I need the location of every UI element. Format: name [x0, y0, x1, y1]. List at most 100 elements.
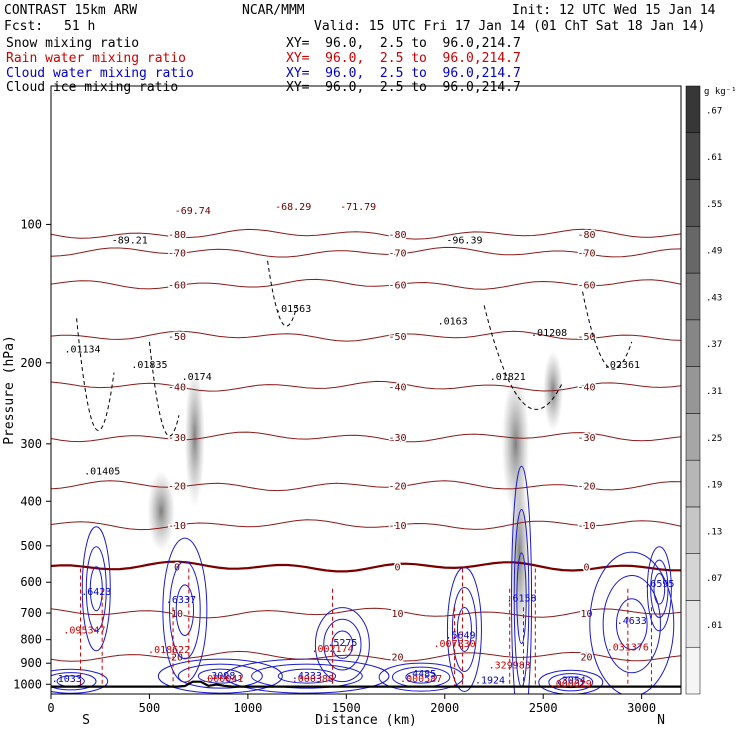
cloud-water-contour — [378, 662, 464, 692]
y-tick-label: 500 — [20, 539, 42, 553]
extremum-label: .3054 — [556, 675, 586, 686]
cloud-water-contours — [51, 465, 675, 694]
isotherm-label: -80 — [388, 230, 406, 241]
isotherm-label: -30 — [388, 433, 406, 444]
extremum-label: .6158 — [506, 593, 536, 604]
isotherm-label: -70 — [388, 248, 406, 259]
colorbar-bin — [685, 179, 701, 227]
isotherm-label: -30 — [577, 433, 595, 444]
colorbar: .01 .07 .13 .19 .25 .31 .37 .43 .49 .55 .61 .67 — [685, 85, 722, 695]
y-tick-label: 700 — [20, 606, 42, 620]
colorbar-unit: g kg⁻¹ — [704, 87, 737, 97]
cloud-water-contour — [516, 552, 527, 645]
cloud-ice-contour — [582, 291, 633, 370]
colorbar-label: .13 — [706, 527, 722, 537]
colorbar-bin — [685, 366, 701, 414]
y-axis: 100 200 300 400 500 600 700 800 900 1000 — [13, 217, 51, 691]
cloud-water-contour — [169, 560, 201, 660]
extremum-label: -69.74 — [175, 206, 211, 217]
extremum-label: .000029 — [550, 679, 592, 690]
extremum-label: .0163 — [438, 316, 468, 327]
isotherm-label: -20 — [388, 482, 406, 493]
isotherm-line — [51, 246, 681, 258]
isotherm-label: -70 — [577, 248, 595, 259]
cloud-water-contour — [323, 618, 362, 671]
extremum-label: -89.21 — [112, 235, 148, 246]
x-axis-label: Distance (km) — [315, 713, 417, 728]
colorbar-bin — [685, 459, 701, 508]
cloud-water-contour — [175, 584, 195, 636]
legend-cloud-water-xy: XY= 96.0, 2.5 to 96.0,214.7 — [286, 66, 521, 81]
x-tick-label: 500 — [139, 701, 161, 715]
extremum-label: .002174 — [311, 644, 353, 655]
isotherm-line — [51, 330, 681, 342]
isotherm-line — [51, 650, 681, 662]
isotherm-line — [51, 480, 681, 492]
cloud-water-contour — [251, 663, 363, 689]
extremum-label: -71.79 — [340, 202, 376, 213]
isotherm-label: 20 — [580, 652, 592, 663]
colorbar-label: .67 — [706, 106, 722, 116]
extremum-label: .329983 — [489, 661, 531, 672]
legend-cloud-water: Cloud water mixing ratio — [6, 66, 194, 81]
model-title: CONTRAST 15km ARW — [4, 3, 138, 18]
isotherm-label: -60 — [577, 280, 595, 291]
isotherm-label: -40 — [388, 382, 406, 393]
extremum-label: .000380 — [292, 674, 334, 685]
x-tick-label: 3000 — [627, 701, 656, 715]
extremum-label: .5649 — [445, 630, 475, 641]
cloud-ice-contour — [483, 305, 564, 410]
cloud-water-contour — [197, 668, 243, 684]
y-tick-label: 300 — [20, 437, 42, 451]
isotherm-line — [51, 380, 681, 392]
isotherm-line — [51, 560, 681, 573]
isotherm-label: -10 — [388, 521, 406, 532]
isotherm-label: -40 — [168, 382, 186, 393]
extremum-label: .01134 — [64, 345, 100, 356]
extremum-label: .01835 — [131, 360, 167, 371]
colorbar-bin — [685, 553, 701, 601]
cloud-water-contour — [331, 630, 354, 659]
temperature-isotherms: -80 -80 -80 -70 -70 -70 -60 -60 -60 -50 -50 -50 -40 -… — [51, 229, 681, 665]
y-tick-label: 100 — [20, 217, 42, 231]
colorbar-label: .61 — [706, 153, 722, 163]
init-time: Init: 12 UTC Wed 15 Jan 14 — [512, 3, 716, 18]
cloud-water-contour — [456, 606, 472, 652]
extremum-label: .6595 — [644, 579, 674, 590]
isotherm-label: 0 — [394, 563, 400, 574]
colorbar-label: .19 — [706, 481, 722, 491]
south-label: S — [82, 713, 90, 728]
cloud-water-contour — [277, 668, 337, 684]
isotherm-label: -60 — [388, 280, 406, 291]
colorbar-bin — [685, 506, 701, 554]
cloud-water-contour — [548, 673, 594, 692]
plot-frame — [50, 85, 682, 695]
cloud-water-contour — [177, 663, 263, 689]
extremum-label: .095347 — [63, 625, 105, 636]
cloud-water-contour — [538, 669, 604, 694]
cloud-water-contour — [511, 465, 533, 694]
colorbar-label: .31 — [706, 387, 722, 397]
extremum-label: .000587 — [400, 674, 442, 685]
isotherm-label: 20 — [391, 652, 403, 663]
cloud-ice-contours — [76, 260, 633, 437]
isotherm-label: -20 — [577, 482, 595, 493]
legend-rain: Rain water mixing ratio — [6, 51, 187, 66]
colorbar-label: .49 — [706, 247, 722, 257]
y-tick-label: 200 — [20, 356, 42, 370]
cloud-water-contour — [650, 559, 669, 618]
legend-snow-xy: XY= 96.0, 2.5 to 96.0,214.7 — [286, 36, 521, 51]
isotherm-label: -80 — [168, 230, 186, 241]
cloud-water-contour — [81, 526, 111, 652]
cloud-water-contour — [224, 658, 390, 694]
extremum-label: .3098 — [205, 671, 235, 682]
cloud-water-contour — [653, 572, 666, 605]
isotherm-label: 20 — [171, 652, 183, 663]
isotherm-line — [51, 431, 681, 443]
y-tick-label: 800 — [20, 633, 42, 647]
colorbar-label: .37 — [706, 340, 722, 350]
extremum-label: .01405 — [84, 467, 120, 478]
cloud-ice-contour — [148, 341, 180, 437]
cloud-water-contour — [85, 546, 107, 632]
